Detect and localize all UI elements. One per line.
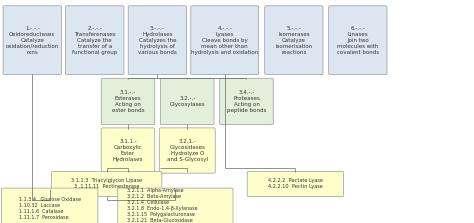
Text: 3.2.1.1  Alpha-Amylase
3.2.1.2  Beta-Amylase
3.2.1.4  Cellulase
3.2.1.8  Endo-1,: 3.2.1.1 Alpha-Amylase 3.2.1.2 Beta-Amyla… bbox=[128, 188, 223, 223]
Text: 1.-.-.-
Oxidoreductases
Catalyze
oxidation/reduction
rxns: 1.-.-.- Oxidoreductases Catalyze oxidati… bbox=[6, 26, 59, 55]
FancyBboxPatch shape bbox=[3, 6, 62, 74]
FancyBboxPatch shape bbox=[1, 188, 98, 223]
Text: 3.2.-.-
Glycosylases: 3.2.-.- Glycosylases bbox=[169, 96, 205, 107]
FancyBboxPatch shape bbox=[247, 171, 343, 197]
FancyBboxPatch shape bbox=[160, 78, 214, 125]
FancyBboxPatch shape bbox=[101, 128, 155, 173]
Text: 4.-.-.-
Lyases
Cleave bonds by
mean other than
hydrolysis and oxidation: 4.-.-.- Lyases Cleave bonds by mean othe… bbox=[191, 26, 258, 55]
Text: 6.-.-.-
Linases
Join two
molecules with
covalent bonds: 6.-.-.- Linases Join two molecules with … bbox=[337, 26, 379, 55]
FancyBboxPatch shape bbox=[191, 6, 259, 74]
FancyBboxPatch shape bbox=[65, 6, 124, 74]
FancyBboxPatch shape bbox=[264, 6, 323, 74]
FancyBboxPatch shape bbox=[128, 6, 186, 74]
FancyBboxPatch shape bbox=[118, 188, 233, 223]
Text: 5.-.-.-
Isomerases
Catalyze
isomerisation
reactions: 5.-.-.- Isomerases Catalyze isomerisatio… bbox=[275, 26, 312, 55]
FancyBboxPatch shape bbox=[51, 171, 162, 197]
Text: 3.-.-.-
Hydrolases
Catalyzes the
hydrolysis of
various bonds: 3.-.-.- Hydrolases Catalyzes the hydroly… bbox=[138, 26, 177, 55]
FancyBboxPatch shape bbox=[101, 78, 155, 125]
FancyBboxPatch shape bbox=[328, 6, 387, 74]
Text: 3.1.1.-
Carboxylic
Ester
Hydrolases: 3.1.1.- Carboxylic Ester Hydrolases bbox=[113, 139, 143, 162]
FancyBboxPatch shape bbox=[159, 128, 215, 173]
Text: 2.-.-.-
Transferenases
Catalyze the
transfer of a
functional group: 2.-.-.- Transferenases Catalyze the tran… bbox=[72, 26, 118, 55]
Text: 1.1.3.4   Glucose Oxidase
1.10.32  Laccase
1.11.1.6  Catalase
1.11.1.7  Peroxida: 1.1.3.4 Glucose Oxidase 1.10.32 Laccase … bbox=[19, 197, 81, 220]
Text: 3.1.-.-
Esterases
Acting on
ester bonds: 3.1.-.- Esterases Acting on ester bonds bbox=[112, 90, 144, 113]
Text: 4.2.2.2  Pectate Lyase
4.2.2.10  Pectin Lyase: 4.2.2.2 Pectate Lyase 4.2.2.10 Pectin Ly… bbox=[268, 178, 323, 190]
Text: 3.2.1.-
Glycosidases
Hydrolyze O
and S-Glycosyl: 3.2.1.- Glycosidases Hydrolyze O and S-G… bbox=[167, 139, 208, 162]
Text: 3.1.1.3  Triacylglycon Lipase
3 .1.11.11  Pectinesterase: 3.1.1.3 Triacylglycon Lipase 3 .1.11.11 … bbox=[71, 178, 142, 190]
Text: 3.4.-.-
Proteases
Acting on
peptide bonds: 3.4.-.- Proteases Acting on peptide bond… bbox=[227, 90, 266, 113]
FancyBboxPatch shape bbox=[219, 78, 273, 125]
